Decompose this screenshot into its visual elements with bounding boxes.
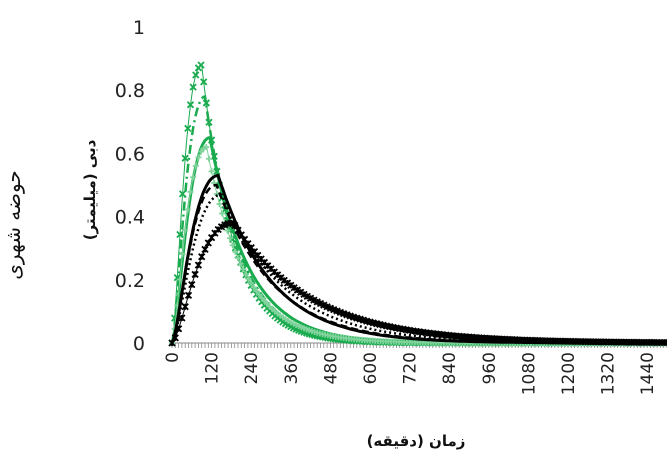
x-tick-label: 600 — [361, 352, 381, 384]
series-point — [192, 162, 199, 169]
series-point — [248, 280, 255, 287]
series-point — [191, 270, 199, 279]
series-3 — [169, 144, 667, 346]
series-point — [224, 227, 231, 234]
series-point — [250, 284, 257, 291]
series-point — [194, 261, 203, 269]
y-tick-label: 0.8 — [115, 80, 145, 102]
series-point — [202, 99, 210, 107]
series-point — [231, 221, 239, 230]
series-point — [258, 294, 265, 301]
series-point — [242, 271, 249, 278]
series-point — [192, 71, 200, 79]
series-point — [187, 188, 194, 195]
series-point — [176, 230, 184, 239]
series-point — [186, 101, 195, 109]
y-tick-label: 0.2 — [115, 270, 145, 292]
series-point — [204, 239, 212, 247]
series-point — [184, 124, 192, 133]
x-tick-label: 1320 — [599, 352, 619, 395]
series-point — [188, 280, 196, 289]
series-point — [184, 206, 191, 213]
series-point — [219, 210, 226, 217]
series-point — [174, 325, 183, 333]
series-point — [205, 118, 213, 126]
x-tick-label: 480 — [321, 352, 341, 384]
x-tick-label: 1200 — [559, 352, 579, 395]
series-line — [170, 94, 667, 345]
series-point — [178, 314, 186, 322]
series-point — [216, 200, 223, 207]
series-point — [179, 250, 186, 257]
series-point — [198, 253, 206, 261]
x-tick-label: 240 — [242, 352, 262, 384]
series-point — [256, 291, 263, 298]
series-point — [300, 290, 308, 298]
x-tick-label: 840 — [440, 352, 460, 384]
series-point — [203, 144, 210, 151]
x-tick-label: 1440 — [638, 352, 658, 395]
tick-layer: 0 0.2 0.4 0.6 0.8 1 0 120 240 360 480 600 720 840 960 1… — [115, 17, 658, 395]
series-point — [227, 235, 234, 242]
x-tick-label: 960 — [480, 352, 500, 384]
series-point — [201, 245, 209, 254]
side-label: حوضه شهری — [1, 170, 25, 279]
x-tick-label: 120 — [203, 352, 223, 384]
series-point — [235, 255, 241, 262]
x-axis-label: زمان (دقیقه) — [367, 432, 466, 450]
y-axis-label: دبی (میلیمتر) — [81, 139, 99, 240]
series-point — [190, 174, 197, 181]
series-point — [200, 78, 208, 86]
series-point — [237, 260, 244, 267]
series-line — [171, 64, 667, 344]
y-tick-label: 0 — [133, 333, 145, 355]
x-tick-label: 360 — [282, 352, 302, 384]
series-point — [182, 227, 189, 234]
series-point — [663, 338, 667, 347]
series-point — [171, 334, 179, 342]
series-point — [198, 148, 205, 155]
series-point — [253, 288, 260, 295]
series-point — [205, 155, 212, 162]
series-point — [245, 275, 252, 282]
series-point — [232, 248, 239, 255]
x-tick-label: 0 — [163, 352, 183, 363]
series-point — [240, 266, 247, 273]
series-point — [195, 154, 202, 161]
series-point — [184, 291, 193, 300]
series-point — [181, 303, 189, 311]
x-tick-label: 720 — [401, 352, 421, 384]
series-point — [189, 83, 197, 91]
series-0 — [168, 61, 667, 347]
series-point — [197, 61, 205, 69]
y-tick-label: 0.6 — [115, 143, 145, 165]
series-point — [176, 276, 183, 283]
series-point — [181, 154, 189, 162]
y-tick-label: 0.4 — [115, 207, 145, 229]
x-tick-label: 1080 — [519, 352, 539, 395]
series-point — [229, 242, 236, 249]
series-layer — [168, 61, 667, 347]
series-1 — [170, 94, 667, 345]
series-7 — [168, 219, 667, 347]
y-tick-label: 1 — [133, 17, 145, 39]
series-point — [208, 168, 215, 175]
series-point — [168, 339, 176, 347]
